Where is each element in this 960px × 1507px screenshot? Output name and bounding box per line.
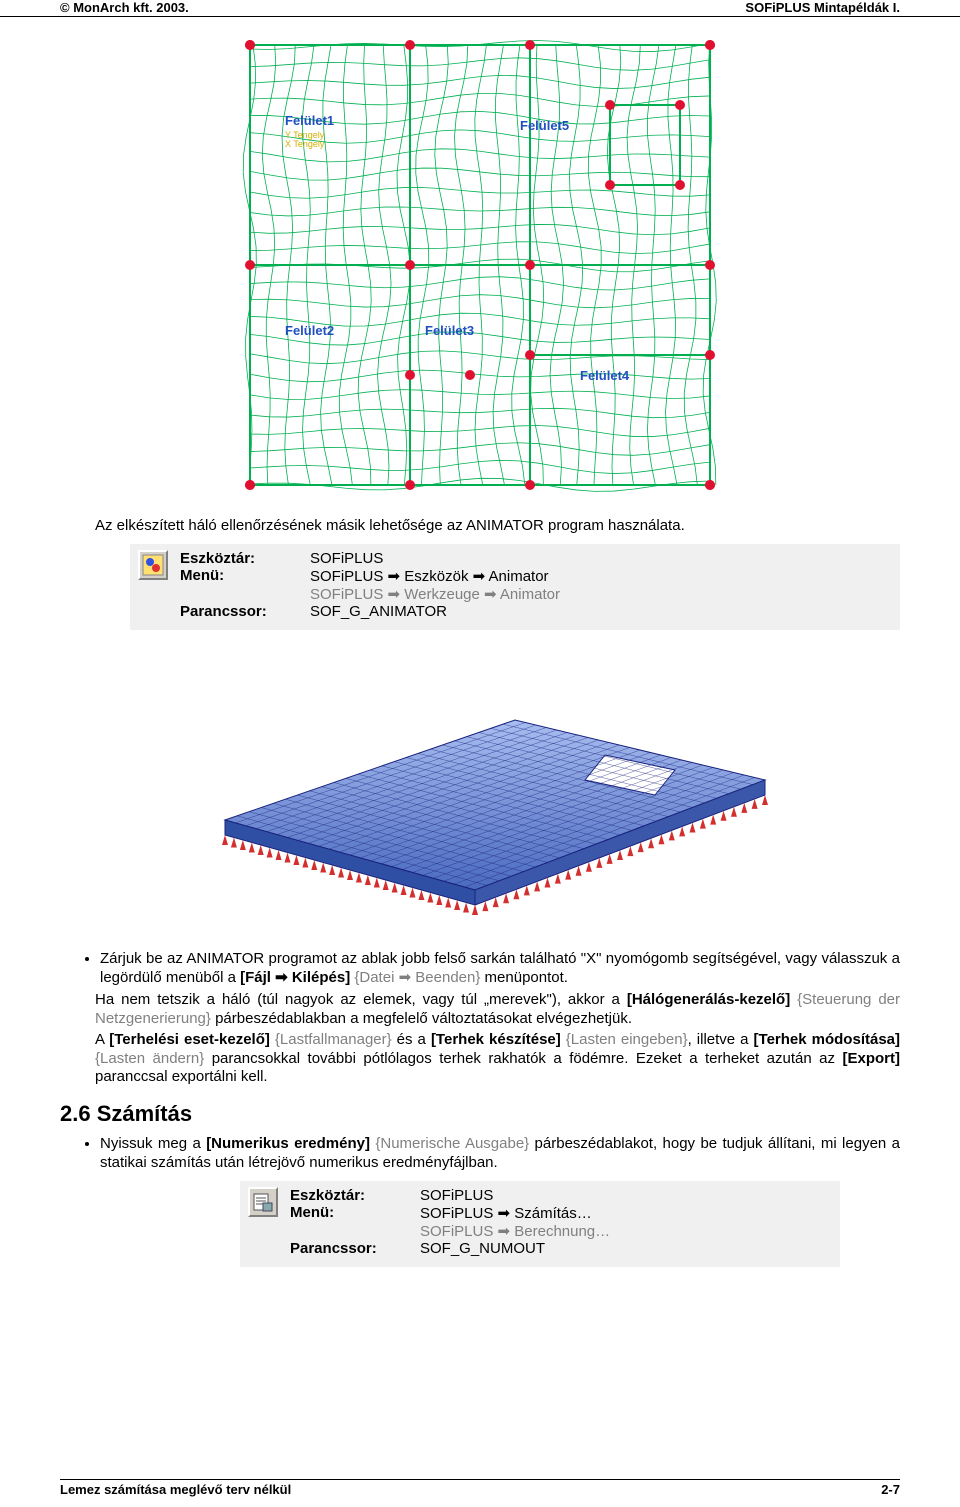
cmd2-toolbar-label: Eszköztár: bbox=[290, 1187, 420, 1204]
p3i: {Lasten ändern} bbox=[95, 1050, 204, 1067]
cmd1-toolbar-value: SOFiPLUS bbox=[310, 550, 383, 567]
b2a: Nyissuk meg a bbox=[100, 1135, 206, 1152]
cmd1-cmd-value: SOF_G_ANIMATOR bbox=[310, 603, 447, 620]
cmd2-menu-label: Menü: bbox=[290, 1204, 420, 1240]
b1-frag-c: {Datei ➡ Beenden} bbox=[350, 969, 480, 986]
para-mesh-regen: Ha nem tetszik a háló (túl nagyok az ele… bbox=[95, 991, 900, 1029]
slab-figure bbox=[155, 660, 805, 920]
cmd2-menu-value2: SOFiPLUS ➡ Berechnung… bbox=[420, 1222, 610, 1240]
cmd2-cmd-value: SOF_G_NUMOUT bbox=[420, 1240, 545, 1257]
bullet-numout: Nyissuk meg a [Numerikus eredmény] {Nume… bbox=[100, 1135, 900, 1173]
p3k: [Export] bbox=[843, 1050, 901, 1067]
b2c: {Numerische Ausgabe} bbox=[370, 1135, 529, 1152]
p3j: parancsokkal további pótlólagos terhek r… bbox=[204, 1050, 842, 1067]
section-heading: 2.6 Számítás bbox=[60, 1101, 900, 1127]
cmd2-cmd-label: Parancssor: bbox=[290, 1240, 420, 1257]
cmd2-toolbar-value: SOFiPLUS bbox=[420, 1187, 493, 1204]
p3h: [Terhek módosítása] bbox=[754, 1031, 900, 1048]
cmd1-toolbar-label: Eszköztár: bbox=[180, 550, 310, 567]
p3l: paranccsal exportálni kell. bbox=[95, 1068, 268, 1085]
p2d: párbeszédablakban a megfelelő változtatá… bbox=[211, 1010, 632, 1027]
cmd1-cmd-label: Parancssor: bbox=[180, 603, 310, 620]
cmd2-menu-value1: SOFiPLUS ➡ Számítás… bbox=[420, 1204, 610, 1222]
cmd1-menu-value1: SOFiPLUS ➡ Eszközök ➡ Animator bbox=[310, 567, 560, 585]
b1-frag-b: [Fájl ➡ Kilépés] bbox=[240, 969, 350, 986]
mesh-label-5: Felület4 bbox=[580, 368, 630, 383]
p3f: {Lasten eingeben} bbox=[561, 1031, 688, 1048]
animator-icon bbox=[138, 550, 168, 580]
mesh-figure: Felület1 Felület5 Felület2 Felület3 Felü… bbox=[230, 35, 730, 505]
mesh-label-3: Felület2 bbox=[285, 323, 334, 338]
mesh-label-4: Felület3 bbox=[425, 323, 474, 338]
para-animator-intro: Az elkészített háló ellenőrzésének másik… bbox=[95, 517, 900, 536]
p3d: és a bbox=[392, 1031, 431, 1048]
mesh-axis-2: X Tengely bbox=[285, 139, 325, 149]
bullet-list-1: Zárjuk be az ANIMATOR programot az ablak… bbox=[100, 950, 900, 988]
numout-icon bbox=[248, 1187, 278, 1217]
b2b: [Numerikus eredmény] bbox=[206, 1135, 370, 1152]
p2a: Ha nem tetszik a háló (túl nagyok az ele… bbox=[95, 991, 627, 1008]
mesh-label-2: Felület5 bbox=[520, 118, 569, 133]
p3g: , illetve a bbox=[688, 1031, 754, 1048]
cmd1-menu-label: Menü: bbox=[180, 567, 310, 603]
para-loads: A [Terhelési eset-kezelő] {Lastfallmanag… bbox=[95, 1031, 900, 1087]
command-box-numout: Eszköztár: SOFiPLUS Menü: SOFiPLUS ➡ Szá… bbox=[240, 1181, 840, 1267]
p3a: A bbox=[95, 1031, 109, 1048]
mesh-label-1: Felület1 bbox=[285, 113, 334, 128]
p3b: [Terhelési eset-kezelő] bbox=[109, 1031, 270, 1048]
p2b: [Hálógenerálás-kezelő] bbox=[627, 991, 790, 1008]
footer-left: Lemez számítása meglévő terv nélkül bbox=[60, 1482, 291, 1497]
cmd1-menu-value2: SOFiPLUS ➡ Werkzeuge ➡ Animator bbox=[310, 585, 560, 603]
p3e: [Terhek készítése] bbox=[431, 1031, 561, 1048]
page-header: © MonArch kft. 2003. SOFiPLUS Mintapéldá… bbox=[0, 0, 960, 17]
footer-right: 2-7 bbox=[881, 1482, 900, 1497]
header-right: SOFiPLUS Mintapéldák I. bbox=[745, 0, 900, 15]
header-left: © MonArch kft. 2003. bbox=[60, 0, 189, 15]
bullet-close-animator: Zárjuk be az ANIMATOR programot az ablak… bbox=[100, 950, 900, 988]
command-box-animator: Eszköztár: SOFiPLUS Menü: SOFiPLUS ➡ Esz… bbox=[130, 544, 900, 630]
page-footer: Lemez számítása meglévő terv nélkül 2-7 bbox=[60, 1479, 900, 1497]
p3c: {Lastfallmanager} bbox=[270, 1031, 392, 1048]
bullet-list-2: Nyissuk meg a [Numerikus eredmény] {Nume… bbox=[100, 1135, 900, 1173]
b1-frag-d: menüpontot. bbox=[480, 969, 568, 986]
